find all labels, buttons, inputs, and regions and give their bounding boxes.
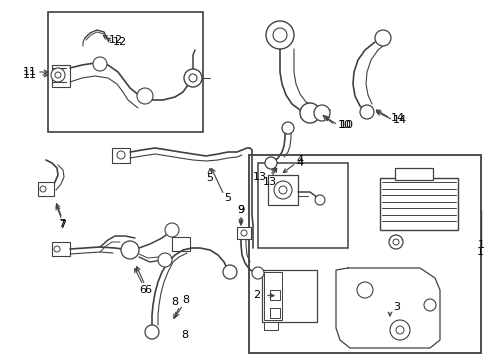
Bar (379, 178, 457, 230)
Circle shape (299, 103, 319, 123)
Circle shape (272, 28, 286, 42)
Bar (38, 182, 54, 196)
Text: 7: 7 (60, 220, 66, 230)
Text: 13: 13 (252, 172, 266, 182)
Circle shape (265, 21, 293, 49)
Text: 1: 1 (475, 247, 483, 257)
Circle shape (389, 320, 409, 340)
Text: 9: 9 (237, 205, 244, 215)
Text: 12: 12 (109, 35, 123, 45)
Text: 1: 1 (476, 240, 484, 250)
Text: 11: 11 (23, 67, 37, 77)
Circle shape (55, 72, 61, 78)
Bar (248, 155, 480, 353)
Bar (264, 322, 278, 330)
Text: 9: 9 (237, 205, 244, 215)
Text: 8: 8 (170, 297, 178, 307)
Circle shape (395, 326, 403, 334)
Circle shape (54, 246, 60, 252)
Circle shape (40, 186, 46, 192)
Circle shape (164, 223, 179, 237)
Circle shape (251, 267, 264, 279)
Text: 6: 6 (139, 285, 146, 295)
Text: 8: 8 (182, 295, 189, 305)
Circle shape (388, 235, 402, 249)
Bar (48, 12, 203, 132)
Circle shape (158, 253, 172, 267)
Text: 10: 10 (337, 120, 351, 130)
Circle shape (314, 195, 325, 205)
Circle shape (121, 241, 139, 259)
Bar (172, 237, 190, 251)
Bar (269, 290, 280, 300)
Text: 6: 6 (144, 285, 151, 295)
Circle shape (392, 239, 398, 245)
Bar (258, 163, 347, 248)
Circle shape (145, 325, 159, 339)
Circle shape (282, 122, 293, 134)
Circle shape (273, 181, 291, 199)
Text: 12: 12 (113, 37, 127, 47)
Text: 11: 11 (23, 70, 37, 80)
Circle shape (359, 105, 373, 119)
Circle shape (241, 230, 246, 236)
Text: 3: 3 (392, 302, 399, 312)
Circle shape (93, 57, 107, 71)
Circle shape (356, 282, 372, 298)
Circle shape (279, 186, 286, 194)
Text: 7: 7 (59, 219, 65, 229)
Text: 5: 5 (224, 193, 231, 203)
Bar (267, 175, 297, 205)
Circle shape (51, 68, 65, 82)
Bar (112, 148, 130, 163)
Circle shape (223, 265, 237, 279)
Bar (394, 168, 432, 180)
Bar (52, 242, 70, 256)
Text: 14: 14 (390, 113, 404, 123)
Circle shape (374, 30, 390, 46)
Circle shape (264, 157, 276, 169)
Text: 5: 5 (206, 173, 213, 183)
Circle shape (189, 74, 197, 82)
Bar (262, 270, 316, 322)
Text: 4: 4 (296, 155, 303, 165)
Text: 13: 13 (263, 177, 276, 187)
Bar (237, 227, 250, 239)
Bar (264, 272, 282, 320)
Bar (269, 308, 280, 318)
Circle shape (183, 69, 202, 87)
Text: 4: 4 (296, 158, 303, 168)
Circle shape (313, 105, 329, 121)
Text: 14: 14 (392, 115, 406, 125)
Text: 8: 8 (181, 330, 188, 340)
Circle shape (423, 299, 435, 311)
Text: 10: 10 (339, 120, 353, 130)
Circle shape (117, 151, 125, 159)
Bar (52, 65, 70, 87)
Circle shape (137, 88, 153, 104)
Text: 2: 2 (252, 290, 260, 300)
